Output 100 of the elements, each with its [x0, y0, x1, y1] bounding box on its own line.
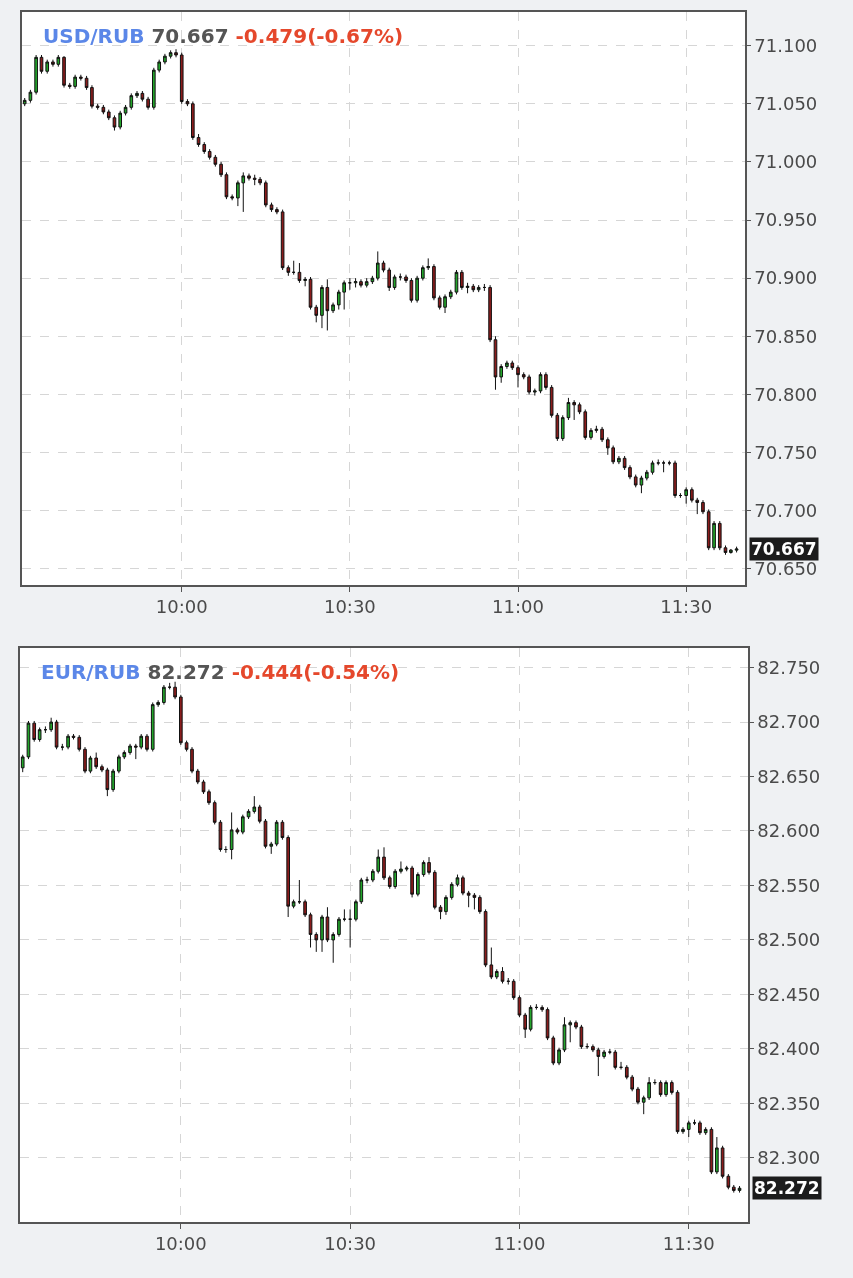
candlestick — [686, 1120, 691, 1138]
candlestick — [79, 74, 83, 82]
y-tick-label: 82.550 — [757, 874, 821, 896]
y-tick-label: 70.750 — [754, 441, 818, 463]
candlestick — [32, 720, 37, 743]
candlestick — [303, 899, 307, 918]
candlestick — [617, 455, 621, 465]
candlestick — [275, 206, 279, 215]
y-tick-label: 82.750 — [757, 656, 821, 678]
candlestick — [416, 871, 420, 897]
candlestick — [723, 544, 728, 556]
candlestick — [448, 289, 453, 300]
text: EUR/RUB 82.272 -0.444(-0.54%) — [41, 660, 400, 684]
candlestick — [66, 733, 70, 750]
x-tick-label: 10:00 — [155, 596, 208, 618]
x-tick-label: 11:00 — [492, 596, 544, 618]
candlestick — [342, 908, 347, 922]
candlestick — [71, 733, 76, 740]
candlestick — [269, 202, 274, 213]
y-tick-label: 82.350 — [757, 1092, 821, 1114]
candlestick — [572, 399, 576, 421]
candlestick — [523, 1012, 528, 1039]
candlestick — [684, 486, 688, 505]
y-tick-label: 71.100 — [754, 35, 818, 57]
candlestick — [297, 879, 302, 905]
candlestick — [49, 717, 53, 733]
candlestick — [661, 460, 666, 473]
candlestick — [263, 180, 268, 208]
y-tick-label: 70.850 — [754, 325, 818, 347]
candlestick — [619, 1061, 623, 1071]
candlestick — [488, 284, 492, 343]
candlestick — [449, 881, 454, 901]
candlestick — [698, 1120, 702, 1136]
y-tick-label: 82.650 — [757, 765, 821, 787]
candlestick — [247, 173, 251, 182]
candlestick — [145, 733, 149, 752]
candlestick — [179, 694, 183, 746]
candlestick — [162, 684, 166, 706]
candlestick — [240, 814, 245, 835]
candlestick — [37, 727, 42, 743]
y-tick-label: 71.050 — [754, 93, 818, 115]
candlestick — [602, 1049, 606, 1060]
candlestick — [375, 250, 380, 281]
y-tick-label: 70.650 — [754, 558, 818, 580]
candlestick — [415, 275, 419, 304]
candlestick — [230, 193, 234, 201]
candlestick — [717, 520, 722, 551]
y-tick-label: 82.700 — [757, 711, 821, 733]
candlestick — [163, 53, 167, 65]
y-tick-label: 70.900 — [754, 267, 818, 289]
candlestick — [460, 269, 464, 291]
y-tick-label: 70.950 — [754, 209, 818, 231]
candlestick — [112, 114, 117, 132]
candlestick — [715, 1136, 719, 1175]
candlestick — [224, 845, 228, 854]
candlestick — [146, 96, 150, 111]
candlestick — [331, 931, 336, 964]
candlestick — [128, 743, 132, 756]
candlestick — [45, 59, 50, 75]
candlestick — [455, 874, 460, 888]
candlestick — [118, 110, 123, 130]
x-tick-label: 11:30 — [660, 596, 713, 618]
candlestick — [382, 846, 386, 881]
candlestick — [297, 262, 302, 284]
candlestick — [54, 719, 59, 750]
candlestick — [77, 734, 82, 752]
candlestick — [731, 1184, 736, 1194]
candlestick — [701, 499, 705, 515]
candlestick — [381, 260, 386, 273]
candlestick — [432, 263, 436, 301]
candlestick — [461, 875, 465, 896]
candlestick — [516, 364, 520, 388]
x-tick-label: 11:00 — [493, 1233, 546, 1255]
candlestick — [257, 804, 262, 824]
candlestick — [653, 1078, 657, 1086]
candlestick — [568, 1020, 573, 1043]
candlestick — [613, 1049, 618, 1071]
candlestick — [291, 260, 296, 276]
candlestick — [533, 388, 537, 397]
x-tick-label: 10:30 — [324, 1233, 377, 1255]
candlestick — [191, 100, 195, 141]
candlestick — [493, 335, 498, 391]
y-tick-label: 82.400 — [757, 1038, 821, 1060]
y-tick-label: 82.500 — [757, 929, 821, 951]
candlestick — [650, 460, 655, 476]
candlestick — [399, 860, 403, 874]
x-tick-label: 11:30 — [662, 1233, 715, 1255]
candlestick — [734, 546, 739, 553]
y-tick-label: 82.300 — [757, 1147, 821, 1169]
y-tick-label: 71.000 — [754, 151, 818, 173]
candlestick — [111, 768, 115, 793]
y-tick-label: 70.800 — [754, 383, 818, 405]
candlestick — [432, 869, 437, 910]
candlestick — [557, 1047, 561, 1066]
text: USD/RUB 70.667 -0.479(-0.67%) — [43, 24, 404, 48]
candlestick — [286, 834, 290, 918]
candlestick — [173, 681, 177, 700]
candlestick — [195, 768, 200, 785]
y-tick-label: 70.700 — [754, 499, 818, 521]
x-tick-label: 10:30 — [323, 596, 376, 618]
